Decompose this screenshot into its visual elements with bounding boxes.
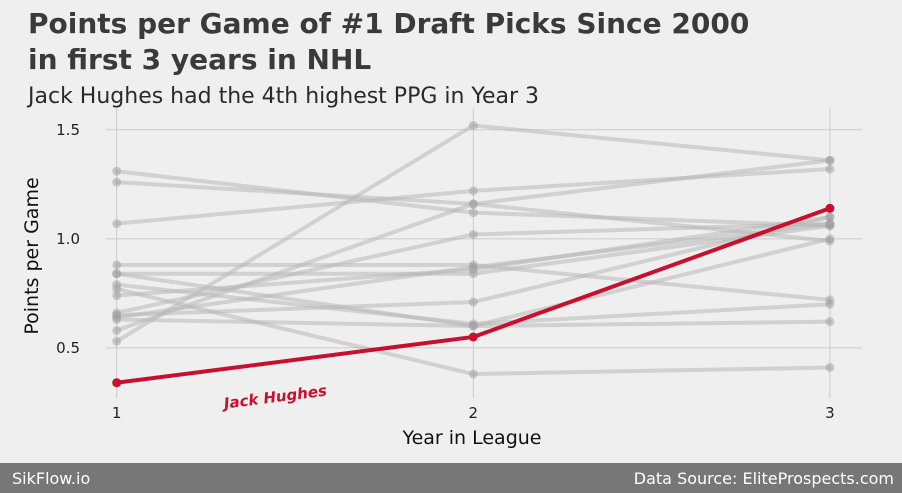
background-series-line: [114, 167, 832, 226]
background-series-point: [825, 299, 835, 309]
background-series-point: [825, 155, 835, 165]
background-series-point: [112, 177, 122, 187]
background-series-line: [114, 215, 832, 318]
background-series-point: [112, 315, 122, 325]
background-series-point: [112, 219, 122, 229]
footer-brand: SikFlow.io: [12, 469, 91, 488]
highlight-series-point: [825, 203, 835, 213]
background-series-point: [112, 291, 122, 301]
x-tick-label: 2: [469, 404, 479, 422]
footer-source: Data Source: EliteProspects.com: [633, 469, 894, 488]
y-tick-label: 1.0: [56, 230, 80, 248]
background-series-point: [468, 186, 478, 196]
x-tick-label: 1: [112, 404, 122, 422]
chart-title-line-1: Points per Game of #1 Draft Picks Since …: [28, 7, 749, 40]
chart-title-line-2: in first 3 years in NHL: [28, 43, 371, 76]
highlight-series-point: [468, 332, 478, 342]
background-series-line: [114, 236, 832, 329]
y-tick-label: 1.5: [56, 121, 80, 139]
background-series-point: [825, 212, 835, 222]
background-series-point: [825, 219, 835, 229]
background-series-point: [825, 362, 835, 372]
background-series-line: [114, 223, 832, 276]
background-series-line: [114, 282, 832, 326]
background-series-point: [825, 164, 835, 174]
y-axis-label: Points per Game: [21, 177, 43, 334]
background-series-point: [468, 264, 478, 274]
background-series-line: [114, 221, 832, 320]
background-series-point: [468, 369, 478, 379]
background-series-line: [114, 215, 832, 298]
highlight-series-label: Jack Hughes: [220, 382, 328, 413]
background-series-point: [112, 260, 122, 270]
background-series-point: [112, 284, 122, 294]
background-series-point: [468, 199, 478, 209]
y-tick-label: 0.5: [56, 339, 80, 357]
highlight-series-point: [112, 378, 122, 388]
x-tick-label: 3: [825, 404, 835, 422]
footer-bar: SikFlow.io Data Source: EliteProspects.c…: [0, 463, 902, 493]
background-series-point: [468, 208, 478, 218]
background-series-point: [468, 120, 478, 130]
background-series-point: [468, 229, 478, 239]
background-series-point: [468, 297, 478, 307]
plot-area: 1 2 3 0.5 1.0 1.5 Jack Hughes: [56, 108, 862, 422]
background-series-point: [112, 310, 122, 320]
background-series-line: [114, 123, 832, 344]
background-series-point: [825, 295, 835, 305]
background-series-point: [112, 269, 122, 279]
background-series-point: [825, 317, 835, 327]
background-series-point: [468, 321, 478, 331]
chart-subtitle: Jack Hughes had the 4th highest PPG in Y…: [26, 84, 539, 109]
background-series-line: [114, 286, 832, 377]
background-series-point: [112, 280, 122, 290]
background-series-point: [825, 234, 835, 244]
background-series-line: [114, 262, 832, 302]
background-series-point: [112, 166, 122, 176]
x-axis-label: Year in League: [401, 427, 541, 449]
background-series-line: [114, 169, 832, 228]
background-series-point: [112, 336, 122, 346]
background-series-point: [112, 325, 122, 335]
